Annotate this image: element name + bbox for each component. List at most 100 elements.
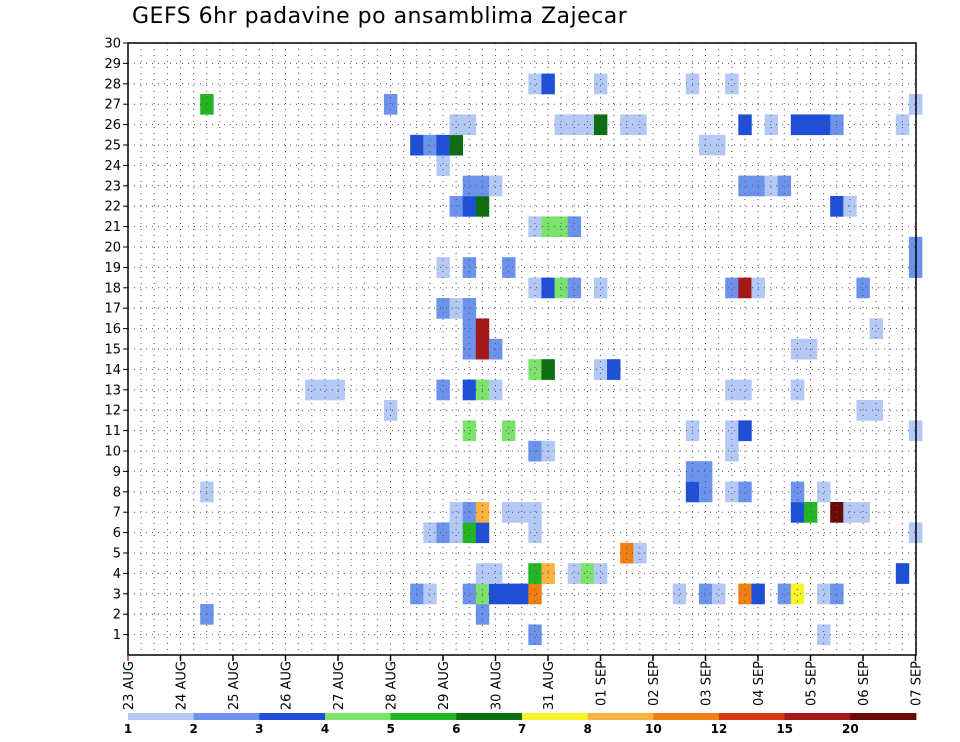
heatmap-cell	[817, 481, 831, 503]
y-tick-label: 10	[104, 445, 121, 460]
x-tick-label: 07 SEP	[910, 661, 925, 706]
heatmap-cell	[462, 196, 477, 217]
heatmap-cell	[528, 277, 542, 299]
heatmap-cell	[738, 114, 752, 136]
heatmap-cell	[738, 277, 752, 299]
heatmap-cell	[869, 318, 883, 340]
heatmap-cell	[449, 114, 463, 136]
y-tick-label: 7	[113, 506, 121, 521]
heatmap-cell	[462, 257, 477, 278]
heatmap-cell	[672, 583, 687, 605]
heatmap-cell	[593, 114, 608, 136]
legend-swatch	[456, 713, 523, 720]
heatmap-cell	[383, 94, 398, 115]
legend-swatch	[390, 713, 457, 720]
heatmap-cell	[554, 216, 568, 238]
y-tick-label: 24	[104, 159, 121, 174]
heatmap-cell	[725, 420, 739, 442]
y-tick-label: 29	[104, 57, 121, 72]
x-tick-label: 25 AUG	[227, 661, 242, 710]
heatmap-cell	[436, 522, 450, 544]
y-tick-label: 5	[113, 547, 121, 562]
heatmap-cell	[777, 583, 792, 605]
heatmap-cell	[528, 73, 542, 95]
y-tick-label: 13	[104, 383, 121, 398]
heatmap-cell	[488, 379, 503, 401]
y-axis: 1234567891011121314151617181920212223242…	[104, 37, 128, 643]
heatmap-cell	[593, 277, 608, 299]
heatmap-cell	[436, 379, 450, 401]
y-tick-label: 9	[113, 465, 121, 480]
y-tick-label: 19	[104, 261, 121, 276]
y-tick-label: 28	[104, 77, 121, 92]
heatmap-cell	[528, 502, 542, 523]
heatmap-cell	[593, 73, 608, 95]
x-tick-label: 02 SEP	[647, 661, 662, 706]
heatmap-cell	[803, 114, 818, 136]
heatmap-cell	[790, 379, 805, 401]
heatmap-cell	[528, 583, 542, 605]
chart-title: GEFS 6hr padavine po ansamblima Zajecar	[132, 4, 628, 29]
legend-label: 3	[255, 722, 263, 736]
heatmap-cell	[843, 502, 857, 523]
heatmap-cell	[528, 563, 542, 584]
heatmap-cell	[528, 522, 542, 544]
x-tick-label: 04 SEP	[752, 661, 767, 706]
legend-swatch	[653, 713, 720, 720]
heatmap-cell	[462, 420, 477, 442]
y-tick-label: 27	[104, 98, 121, 113]
legend-swatch	[325, 713, 392, 720]
heatmap-cell	[462, 522, 477, 544]
heatmap-cell	[567, 563, 582, 584]
heatmap-cell	[528, 624, 542, 646]
heatmap-cell	[502, 420, 516, 442]
y-tick-label: 17	[104, 302, 121, 317]
y-tick-label: 18	[104, 281, 121, 296]
heatmap-cell	[790, 502, 805, 523]
heatmap-cell	[738, 481, 752, 503]
heatmap-cell	[817, 583, 831, 605]
heatmap-cell	[790, 583, 805, 605]
heatmap-cell	[449, 502, 463, 523]
heatmap-cell	[423, 583, 437, 605]
heatmap-cell	[764, 114, 778, 136]
heatmap-cell	[698, 461, 713, 482]
legend-swatch	[719, 713, 786, 720]
y-tick-label: 3	[113, 587, 121, 602]
legend-swatch	[128, 713, 195, 720]
heatmap-cell	[462, 318, 477, 340]
legend-label: 15	[776, 722, 793, 736]
legend-label: 5	[386, 722, 394, 736]
heatmap-cell	[843, 196, 857, 217]
heatmap-cell	[567, 114, 582, 136]
heatmap-cell	[856, 277, 870, 299]
heatmap-cell	[462, 114, 477, 136]
legend-swatch	[522, 713, 589, 720]
heatmap-cell	[803, 502, 818, 523]
heatmap-cell	[502, 502, 516, 523]
heatmap-cell	[449, 298, 463, 319]
heatmap-cell	[725, 73, 739, 95]
y-tick-label: 1	[113, 628, 121, 643]
heatmap-cell	[462, 583, 477, 605]
y-tick-label: 2	[113, 608, 121, 623]
heatmap-cell	[488, 175, 503, 197]
legend-swatch	[259, 713, 326, 720]
x-tick-label: 23 AUG	[122, 661, 137, 710]
y-tick-label: 14	[104, 363, 121, 378]
x-axis: 23 AUG 24 AUG 25 AUG 26 AUG 27 AUG 28 AUG 29 A…	[122, 655, 925, 710]
x-tick-label: 30 AUG	[490, 661, 505, 710]
legend-label: 6	[452, 722, 460, 736]
heatmap-cell	[436, 298, 450, 319]
legend-label: 12	[711, 722, 728, 736]
x-tick-label: 28 AUG	[385, 661, 400, 710]
heatmap-cell	[856, 502, 870, 523]
heatmap-cell	[488, 563, 503, 584]
y-tick-label: 23	[104, 179, 121, 194]
x-tick-label: 05 SEP	[805, 661, 820, 706]
y-tick-label: 11	[104, 424, 121, 439]
y-tick-label: 15	[104, 343, 121, 358]
heatmap-cell	[488, 583, 503, 605]
heatmap-cell	[817, 114, 831, 136]
